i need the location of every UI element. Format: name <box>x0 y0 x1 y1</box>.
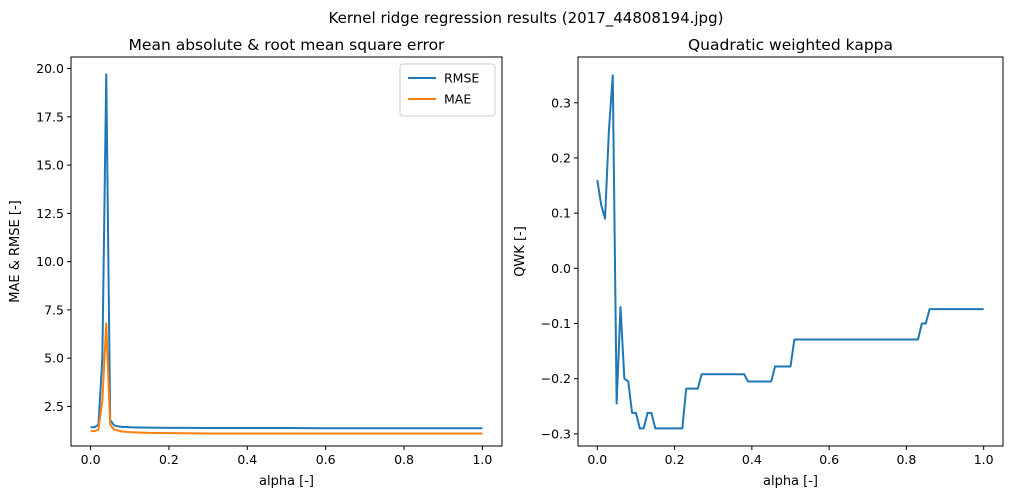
x-axis-label: alpha [-] <box>259 474 314 489</box>
axes-frame <box>70 56 503 447</box>
y-tick-label: −0.2 <box>541 371 571 386</box>
x-tick-label: 0.6 <box>316 452 336 467</box>
error-chart: 0.0 0.2 0.4 0.6 0.8 1.0 2.5 5.0 7.5 10.0 12.5 15.0 1… <box>8 36 503 489</box>
legend-label-mae: MAE <box>444 92 471 107</box>
figure-title: Kernel ridge regression results (2017_44… <box>329 9 724 28</box>
chart-title: Mean absolute & root mean square error <box>129 36 446 54</box>
y-tick-label: 0.1 <box>551 206 571 221</box>
series-line-mae <box>90 322 483 435</box>
y-tick-label: 7.5 <box>44 302 64 317</box>
y-tick-label: 15.0 <box>36 158 64 173</box>
y-axis-label: MAE & RMSE [-] <box>8 200 23 302</box>
x-axis-label: alpha [-] <box>763 474 818 489</box>
y-tick-label: −0.1 <box>541 316 571 331</box>
y-tick-label: 17.5 <box>36 109 64 124</box>
series-line-rmse <box>90 73 483 430</box>
x-tick-label: 0.0 <box>81 452 101 467</box>
y-tick-label: 0.2 <box>551 150 571 165</box>
x-tick-label: 0.4 <box>742 452 762 467</box>
y-tick-label: 12.5 <box>36 206 64 221</box>
kappa-chart: 0.0 0.2 0.4 0.6 0.8 1.0 −0.3 −0.2 −0.1 0.0 0.1 0.2 0… <box>513 36 1004 489</box>
y-tick-label: −0.3 <box>541 426 571 441</box>
axes-frame <box>577 56 1004 447</box>
y-tick-label: 20.0 <box>36 61 64 76</box>
x-tick-label: 0.8 <box>896 452 916 467</box>
x-tick-label: 0.6 <box>819 452 839 467</box>
legend: RMSE MAE <box>399 63 496 117</box>
y-tick-label: 5.0 <box>44 351 64 366</box>
y-tick-label: 2.5 <box>44 399 64 414</box>
y-tick-label: 10.0 <box>36 254 64 269</box>
x-tick-label: 1.0 <box>974 452 994 467</box>
legend-label-rmse: RMSE <box>444 71 479 86</box>
x-tick-label: 0.2 <box>665 452 685 467</box>
y-axis-label: QWK [-] <box>513 226 528 277</box>
x-tick-label: 0.8 <box>394 452 414 467</box>
y-tick-label: 0.0 <box>551 261 571 276</box>
x-tick-label: 0.2 <box>159 452 179 467</box>
x-tick-label: 1.0 <box>472 452 492 467</box>
chart-title: Quadratic weighted kappa <box>688 36 893 54</box>
x-tick-label: 0.0 <box>587 452 607 467</box>
x-tick-label: 0.4 <box>237 452 257 467</box>
series-line-1 <box>596 74 984 430</box>
y-tick-label: 0.3 <box>551 95 571 110</box>
